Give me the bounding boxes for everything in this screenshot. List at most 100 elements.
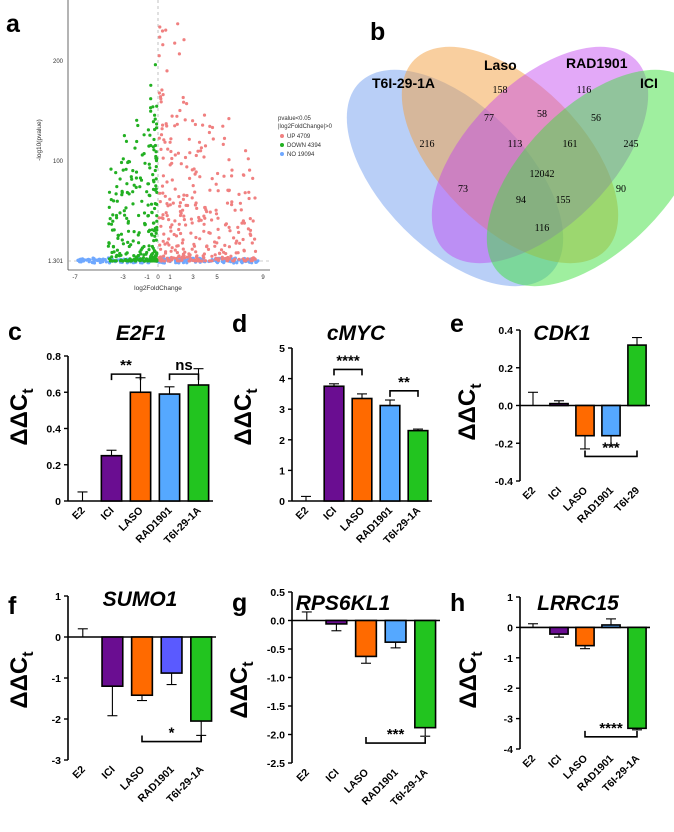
volcano-point-up: [208, 231, 212, 235]
volcano-point-up: [159, 97, 163, 101]
volcano-point-up: [164, 28, 168, 32]
volcano-point-down: [118, 177, 122, 181]
volcano-point-down: [126, 240, 130, 244]
volcano-point-down: [112, 250, 116, 254]
volcano-point-no: [78, 257, 83, 261]
volcano-point-up: [180, 241, 184, 245]
volcano-point-down: [153, 143, 157, 148]
volcano-point-up: [161, 213, 165, 217]
volcano-point-down: [146, 128, 150, 132]
significance-bracket-c: [110, 373, 142, 381]
venn-count-ici-only: 245: [624, 139, 639, 150]
volcano-point-down: [154, 177, 158, 181]
volcano-point-down: [146, 258, 150, 262]
ytick-label-f: -3: [52, 755, 61, 767]
volcano-point-up: [210, 259, 214, 263]
volcano-point-up: [216, 227, 220, 231]
volcano-point-up: [162, 254, 166, 258]
chart-title-h: LRRC15: [537, 592, 619, 615]
volcano-point-up: [162, 232, 166, 236]
volcano-point-up: [161, 43, 165, 47]
chart-title-c: E2F1: [116, 322, 166, 345]
volcano-point-up: [169, 225, 173, 229]
volcano-point-down: [129, 243, 133, 247]
volcano-point-down: [119, 258, 123, 262]
ytick-label-d: 3: [279, 404, 285, 416]
volcano-point-up: [211, 137, 215, 141]
category-label-d-ici: ICI: [321, 505, 339, 523]
volcano-point-down: [115, 253, 119, 257]
volcano-point-up: [202, 214, 206, 218]
volcano-point-up: [229, 254, 233, 258]
volcano-point-up: [180, 256, 184, 260]
volcano-point-down: [142, 259, 146, 263]
volcano-point-up: [175, 251, 179, 255]
volcano-point-up: [175, 244, 179, 248]
volcano-point-down: [111, 219, 115, 223]
bar-g-laso: [354, 619, 378, 658]
significance-label-c: ns: [175, 357, 193, 374]
volcano-point-down: [152, 221, 156, 225]
venn-count-t6-rad: 73: [458, 184, 468, 195]
venn-count-t6-laso-rad: 113: [508, 139, 523, 150]
volcano-point-down: [150, 233, 154, 237]
volcano-point-down: [132, 254, 136, 258]
volcano-point-up: [178, 108, 182, 113]
volcano-point-up: [230, 200, 234, 204]
bar-e-rad1901: [601, 404, 621, 437]
bar-d-rad1901: [379, 404, 401, 502]
volcano-point-down: [155, 214, 159, 218]
chart-plot-c: 00.20.40.60.8E2 ICI LASORAD1901T6I-29-1A**…: [46, 351, 213, 547]
volcano-point-up: [239, 208, 243, 212]
volcano-point-up: [207, 130, 211, 135]
volcano-point-down: [111, 259, 115, 263]
volcano-point-down: [153, 113, 157, 117]
significance-label-g: ***: [387, 726, 405, 743]
volcano-point-up: [216, 258, 221, 262]
volcano-point-up: [159, 247, 163, 251]
ytick-label-h: 0: [507, 622, 513, 634]
ytick-label-g: -0.5: [267, 644, 285, 656]
volcano-point-up: [210, 125, 215, 130]
volcano-point-up: [250, 241, 254, 245]
volcano-point-up: [246, 157, 250, 161]
volcano-point-down: [155, 251, 159, 255]
volcano-point-up: [210, 177, 214, 181]
volcano-point-down: [124, 139, 129, 143]
volcano-legend-no: NO 19094: [287, 152, 315, 158]
volcano-point-down: [153, 127, 157, 132]
venn-count-t6-laso-ici: 155: [556, 195, 571, 206]
panel-label-b: b: [370, 18, 385, 46]
volcano-ylabel: -log10(pvalue): [36, 119, 43, 161]
volcano-point-up: [191, 119, 195, 123]
volcano-point-down: [140, 199, 144, 203]
category-label-g-e2: E2: [294, 767, 312, 785]
volcano-point-no: [90, 260, 94, 264]
significance-bracket-d: [333, 368, 363, 376]
volcano-point-up: [230, 174, 234, 178]
category-label-f-e2: E2: [70, 764, 88, 782]
volcano-point-up: [179, 231, 183, 236]
volcano-point-down: [111, 213, 115, 217]
venn-diagram: b T6I-29-1A Laso RAD1901 ICI 216 158 116…: [346, 18, 674, 287]
volcano-point-down: [146, 182, 151, 186]
volcano-point-up: [228, 229, 232, 233]
volcano-point-down: [114, 213, 119, 218]
volcano-point-up: [165, 241, 169, 245]
bar-f-t6i-29-1a: [190, 636, 213, 722]
category-label-e-ici: ICI: [546, 485, 564, 503]
volcano-point-up: [190, 168, 194, 172]
volcano-point-down: [119, 253, 123, 257]
volcano-point-up: [173, 248, 177, 252]
volcano-point-down: [149, 202, 154, 206]
volcano-point-up: [169, 249, 173, 253]
volcano-point-up: [236, 225, 240, 229]
volcano-point-up: [241, 219, 245, 223]
volcano-point-down: [125, 216, 129, 220]
panel-label-c: c: [8, 318, 22, 346]
ytick-label-e: 0.0: [498, 401, 513, 413]
volcano-point-down: [152, 180, 156, 184]
